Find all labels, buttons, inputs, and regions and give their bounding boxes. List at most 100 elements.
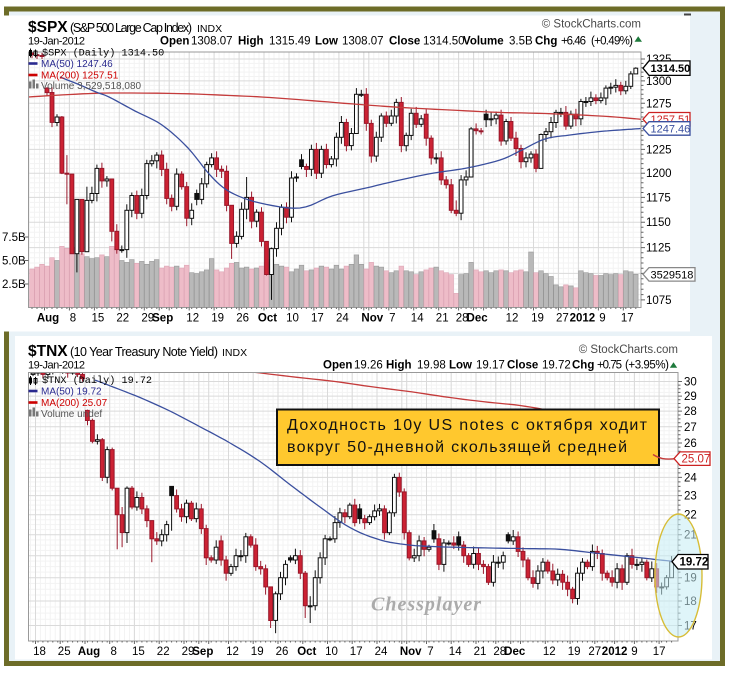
svg-text:22: 22 (116, 313, 129, 325)
svg-text:15: 15 (92, 313, 105, 325)
svg-text:Close: Close (389, 36, 420, 48)
svg-text:Aug: Aug (78, 646, 100, 658)
svg-text:12: 12 (543, 646, 556, 658)
svg-text:10: 10 (325, 646, 338, 658)
svg-text:22: 22 (157, 646, 170, 658)
svg-text:9: 9 (599, 313, 605, 325)
svg-text:21: 21 (474, 646, 487, 658)
svg-text:© StockCharts.com: © StockCharts.com (579, 344, 678, 356)
svg-text:1315.49: 1315.49 (269, 36, 311, 48)
svg-text:29: 29 (684, 391, 697, 403)
svg-text:Low: Low (449, 360, 472, 372)
svg-text:+6.46: +6.46 (561, 36, 586, 48)
svg-text:28: 28 (456, 313, 469, 325)
svg-text:28: 28 (493, 646, 506, 658)
svg-text:8: 8 (70, 313, 76, 325)
svg-text:$SPX (Daily) 1314.50: $SPX (Daily) 1314.50 (42, 48, 164, 60)
svg-text:5.0B: 5.0B (2, 256, 26, 268)
svg-text:12: 12 (506, 313, 519, 325)
svg-text:Chg: Chg (572, 360, 594, 372)
svg-text:Доходность 10y US notes с октя: Доходность 10y US notes с октября ходит (287, 417, 648, 434)
svg-text:27: 27 (684, 422, 697, 434)
svg-text:Chessplayer: Chessplayer (371, 594, 481, 616)
svg-text:27: 27 (588, 646, 601, 658)
svg-text:1308.07: 1308.07 (342, 36, 384, 48)
svg-text:$TNX (Daily) 19.72: $TNX (Daily) 19.72 (42, 375, 152, 387)
svg-text:27: 27 (556, 313, 569, 325)
svg-text:19.72: 19.72 (542, 360, 571, 372)
svg-text:Close: Close (507, 360, 538, 372)
svg-text:15: 15 (132, 646, 145, 658)
svg-text:High: High (386, 360, 412, 372)
svg-text:Oct: Oct (258, 313, 277, 325)
svg-text:Sep: Sep (152, 313, 173, 325)
svg-text:+0.75: +0.75 (597, 360, 622, 372)
svg-text:2012: 2012 (570, 313, 596, 325)
svg-text:23: 23 (684, 491, 697, 503)
svg-text:19.17: 19.17 (476, 360, 505, 372)
svg-text:19: 19 (211, 313, 224, 325)
svg-text:Open: Open (323, 360, 352, 372)
svg-text:28: 28 (684, 406, 697, 418)
svg-text:1225: 1225 (646, 144, 672, 156)
svg-text:Dec: Dec (504, 646, 526, 658)
svg-text:1308.07: 1308.07 (191, 36, 233, 48)
svg-text:Oct: Oct (297, 646, 316, 658)
svg-text:7: 7 (389, 313, 395, 325)
svg-text:Low: Low (315, 36, 338, 48)
svg-text:Volume 3,529,518,080: Volume 3,529,518,080 (41, 81, 142, 92)
svg-text:Chg: Chg (535, 36, 557, 48)
svg-text:(10 Year Treasury Note Yield): (10 Year Treasury Note Yield) (70, 345, 218, 359)
svg-text:1314.50: 1314.50 (423, 36, 465, 48)
svg-text:(+3.95%): (+3.95%) (625, 360, 669, 372)
svg-text:MA(200) 1257.51: MA(200) 1257.51 (41, 71, 119, 82)
svg-text:3.5B: 3.5B (509, 36, 533, 48)
svg-text:1247.46: 1247.46 (651, 124, 691, 136)
svg-text:19.26: 19.26 (354, 360, 383, 372)
svg-text:25: 25 (58, 646, 71, 658)
svg-text:MA(50) 19.72: MA(50) 19.72 (41, 387, 102, 398)
svg-text:Sep: Sep (192, 646, 213, 658)
svg-text:(+0.49%): (+0.49%) (591, 36, 633, 48)
svg-text:29: 29 (182, 646, 195, 658)
svg-text:7.5B: 7.5B (2, 232, 26, 244)
svg-text:1075: 1075 (646, 295, 672, 307)
svg-text:24: 24 (684, 472, 697, 484)
svg-text:17: 17 (621, 313, 634, 325)
svg-text:Open: Open (160, 36, 189, 48)
svg-text:9: 9 (631, 646, 637, 658)
svg-text:19: 19 (531, 313, 544, 325)
svg-text:Dec: Dec (467, 313, 489, 325)
svg-text:2012: 2012 (602, 646, 628, 658)
svg-text:1200: 1200 (646, 168, 672, 180)
svg-text:1125: 1125 (646, 243, 671, 255)
svg-text:1300: 1300 (646, 76, 672, 88)
svg-text:(S&P 500 Large Cap Index): (S&P 500 Large Cap Index) (70, 21, 192, 35)
svg-text:10: 10 (286, 313, 299, 325)
svg-text:Volume: Volume (463, 36, 504, 48)
svg-text:2.5B: 2.5B (2, 279, 26, 291)
svg-text:25.07: 25.07 (682, 454, 711, 466)
svg-text:12: 12 (186, 313, 199, 325)
svg-text:3529518: 3529518 (651, 269, 694, 281)
svg-text:High: High (238, 36, 264, 48)
svg-text:Nov: Nov (361, 313, 383, 325)
svg-text:19: 19 (251, 646, 264, 658)
svg-text:24: 24 (336, 313, 349, 325)
svg-text:19-Jan-2012: 19-Jan-2012 (28, 360, 85, 372)
svg-text:14: 14 (411, 313, 424, 325)
svg-text:17: 17 (311, 313, 324, 325)
svg-text:19: 19 (568, 646, 581, 658)
svg-text:MA(200) 25.07: MA(200) 25.07 (41, 398, 108, 409)
svg-text:19-Jan-2012: 19-Jan-2012 (28, 36, 85, 48)
svg-text:Aug: Aug (37, 313, 59, 325)
svg-text:14: 14 (449, 646, 462, 658)
svg-text:7: 7 (427, 646, 433, 658)
svg-text:19.72: 19.72 (680, 557, 709, 569)
svg-text:1314.50: 1314.50 (651, 63, 691, 75)
svg-text:17: 17 (350, 646, 363, 658)
svg-text:1150: 1150 (646, 217, 671, 229)
svg-text:19.98: 19.98 (417, 360, 446, 372)
svg-text:24: 24 (375, 646, 388, 658)
svg-text:21: 21 (436, 313, 449, 325)
